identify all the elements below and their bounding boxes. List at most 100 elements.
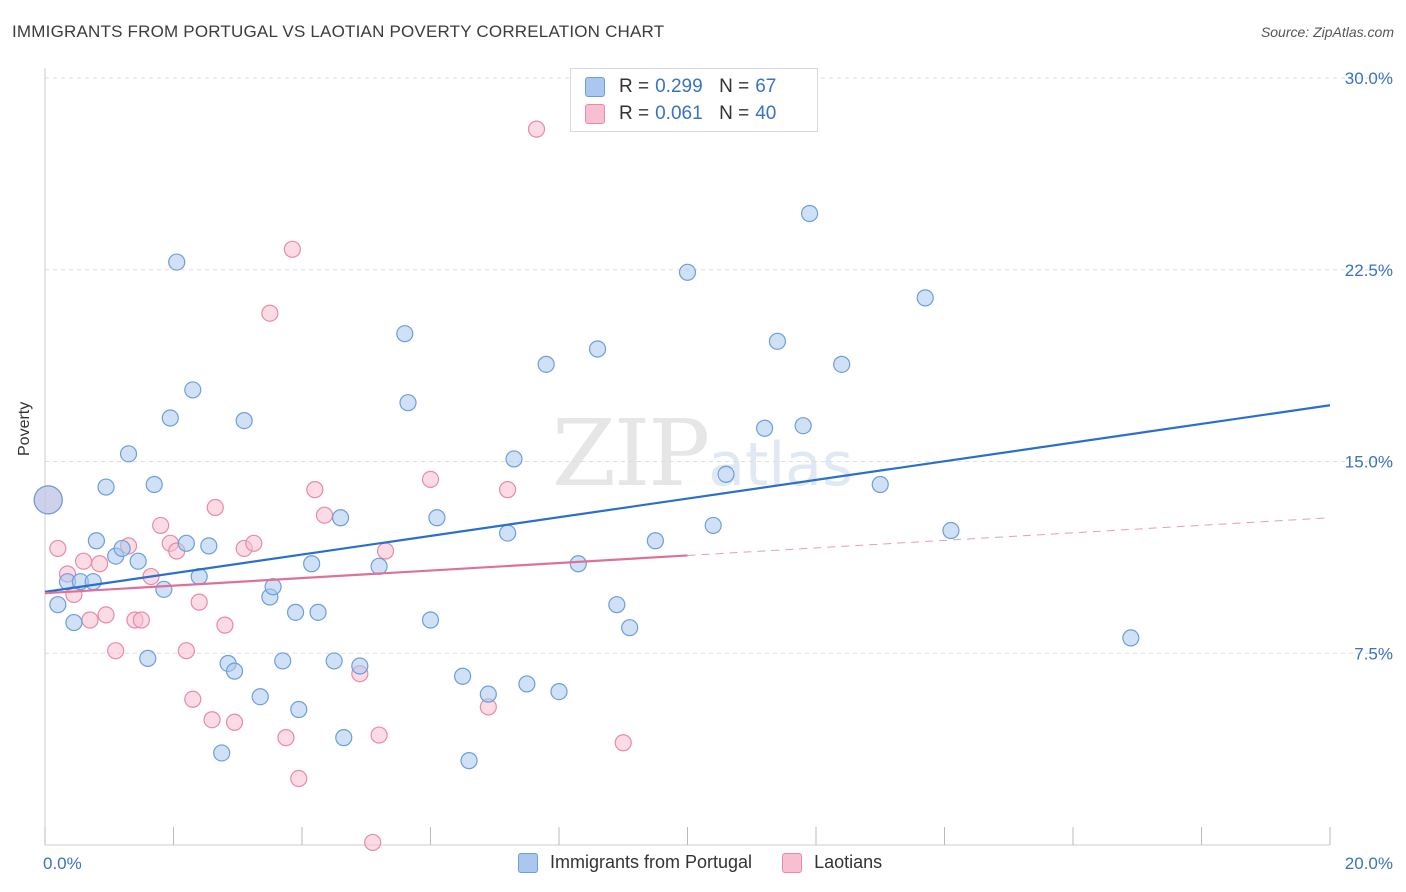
laotians-point [290,769,308,788]
portugal-trend-line [44,404,1331,593]
laotians-point [206,498,224,517]
legend-r-value: 0.299 [655,76,703,97]
laotians-point [97,606,115,624]
portugal-point [309,603,327,621]
portugal-points [33,204,1140,770]
laotians-point [74,552,93,570]
portugal-point [251,688,269,706]
chart-title: IMMIGRANTS FROM PORTUGAL VS LAOTIAN POVE… [12,22,665,41]
portugal-point [794,417,812,435]
laotians-point [203,711,221,729]
laotians-point [364,833,382,852]
portugal-point [335,729,353,747]
legend-r-value: 0.061 [655,103,703,124]
portugal-point [155,580,173,598]
laotians-point [277,729,295,747]
portugal-point [646,532,664,550]
portugal-point [65,613,83,632]
laotians-point [283,240,301,258]
y-tick-label: 15.0% [1345,453,1393,472]
portugal-point [460,752,478,770]
portugal-point [33,485,63,515]
y-tick-label: 22.5% [1345,261,1393,280]
portugal-point [755,419,774,437]
laotians-point [81,611,99,629]
portugal-point [428,509,446,527]
laotians-point [614,734,632,752]
portugal-point [768,332,787,350]
portugal-point [518,675,536,693]
laotians-point [107,642,125,660]
portugal-point [800,204,819,223]
portugal-point [916,289,934,307]
correlation-legend: R = 0.299 N = 67 R = 0.061 N = 40 [570,68,818,132]
laotians-point [306,481,324,499]
watermark-atlas: atlas [708,430,854,500]
laotians-point [421,470,440,488]
portugal-point [97,478,115,496]
laotians-point [91,555,109,573]
portugal-point [678,263,697,281]
portugal-point [621,619,639,637]
portugal-point [225,662,244,680]
watermark: ZIPatlas [552,400,853,507]
portugal-point [49,596,67,614]
watermark-zip: ZIP [552,400,710,507]
portugal-point [396,325,414,343]
legend-n-value: 40 [755,103,777,124]
portugal-point [290,700,308,719]
portugal-point [113,539,131,558]
portugal-point [537,355,555,373]
laotians-trend-extension [687,517,1331,556]
series-legend: Immigrants from Portugal Laotians [518,852,912,873]
portugal-point [942,521,960,540]
portugal-point [168,253,186,271]
legend-n-key: N = [719,76,750,97]
portugal-point [331,509,350,527]
y-tick-label: 30.0% [1345,69,1393,88]
portugal-point [588,340,607,358]
portugal-point [161,409,179,427]
grid-lines [45,77,1392,654]
portugal-point [351,657,369,675]
legend-row-portugal: R = 0.299 N = 67 [585,75,776,99]
portugal-point [213,744,231,762]
trend-lines [44,404,1331,595]
portugal-point [499,524,517,542]
laotians-point [216,616,234,634]
legend-n-key: N = [719,103,750,124]
laotians-point [190,593,208,611]
portugal-point [505,450,523,468]
laotians-point [245,534,263,552]
portugal-point [87,532,106,550]
portugal-point [399,394,417,412]
portugal-point [184,381,202,399]
portugal-point [129,552,147,570]
portugal-point [84,573,102,591]
portugal-point [833,355,851,373]
portugal-point [303,555,321,573]
legend-row-laotians: R = 0.061 N = 40 [585,102,776,126]
portugal-point [479,685,497,703]
portugal-point [119,445,138,463]
legend-swatch-pink [585,104,605,124]
laotians-point [527,120,546,138]
legend-swatch-blue [518,852,538,873]
x-tick-label: 20.0% [1345,854,1393,873]
portugal-point [274,652,292,670]
legend-item-laotians[interactable]: Laotians [782,852,882,873]
laotians-point [132,611,150,629]
portugal-point [286,603,305,621]
laotians-point [370,726,388,744]
portugal-point [454,667,472,685]
laotians-point [261,304,279,322]
legend-label: Laotians [814,852,883,872]
portugal-point [177,534,195,552]
portugal-point [608,596,626,614]
legend-item-portugal[interactable]: Immigrants from Portugal [518,852,752,873]
legend-swatch-pink [782,852,803,873]
laotians-point [152,516,170,535]
legend-r-key: R = [619,103,650,124]
laotians-points [33,120,632,852]
